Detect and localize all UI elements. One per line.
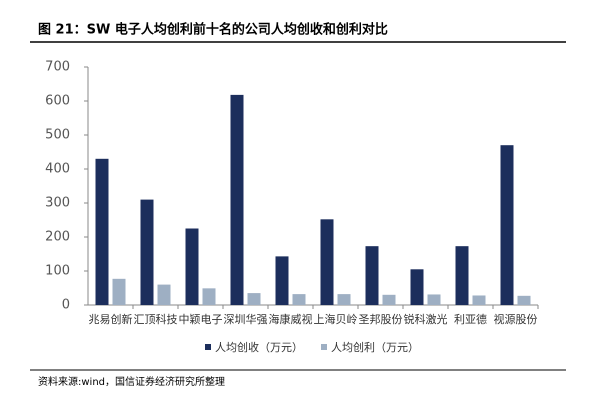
- bar: [202, 288, 216, 305]
- legend-swatch: [205, 344, 211, 350]
- x-tick-label: 视源股份: [494, 312, 538, 326]
- bar: [455, 246, 469, 305]
- legend-label: 人均创收（万元）: [215, 340, 303, 354]
- y-tick-label: 0: [62, 298, 70, 313]
- y-tick-label: 500: [45, 128, 70, 143]
- y-tick-label: 100: [45, 264, 70, 279]
- bar: [247, 293, 261, 305]
- y-tick-label: 200: [45, 230, 70, 245]
- legend-label: 人均创利（万元）: [331, 341, 419, 354]
- x-tick-label: 深圳华强: [224, 312, 268, 326]
- y-tick-label: 300: [45, 196, 70, 211]
- bar: [337, 294, 351, 305]
- source: 资料来源:wind，国信证券经济研究所整理: [38, 375, 225, 388]
- x-tick-label: 兆易创新: [89, 312, 133, 326]
- x-tick-label: 汇顶科技: [134, 312, 178, 326]
- chart-title: 图 21：SW 电子人均创利前十名的公司人均创收和创利对比: [38, 22, 388, 38]
- bar: [275, 256, 289, 305]
- bar: [500, 145, 514, 305]
- bar: [140, 199, 154, 305]
- bar: [517, 295, 531, 305]
- bar: [157, 284, 171, 305]
- x-tick-label: 上海贝岭: [314, 312, 358, 326]
- y-tick-label: 700: [45, 60, 70, 75]
- bar: [185, 228, 199, 305]
- x-tick-label: 中颖电子: [179, 313, 223, 326]
- bar: [365, 246, 379, 305]
- x-tick-label: 锐科激光: [404, 312, 448, 326]
- y-tick-label: 400: [45, 162, 70, 177]
- bar: [230, 94, 244, 305]
- x-tick-label: 圣邦股份: [359, 313, 403, 326]
- bar: [410, 269, 424, 305]
- y-tick-label: 600: [45, 94, 70, 109]
- bar: [95, 158, 109, 305]
- x-tick-label: 海康威视: [269, 312, 313, 326]
- bar: [427, 294, 441, 305]
- bar: [112, 278, 126, 305]
- bar: [472, 295, 486, 305]
- legend-swatch: [321, 344, 327, 350]
- bar: [382, 294, 396, 305]
- bar: [292, 294, 306, 305]
- bar: [320, 219, 334, 305]
- x-tick-label: 利亚德: [454, 312, 487, 326]
